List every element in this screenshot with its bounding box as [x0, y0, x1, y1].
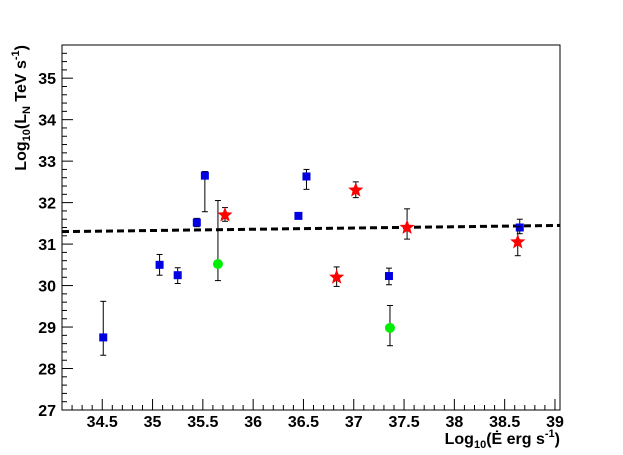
data-point-star [510, 234, 526, 249]
x-tick-label: 37 [345, 414, 363, 431]
x-tick-label: 35.5 [187, 414, 218, 431]
data-point-square [294, 211, 303, 220]
data-point-circle [384, 322, 395, 333]
data-point-square [302, 172, 311, 181]
data-point-square [515, 223, 524, 232]
y-tick-label: 27 [38, 403, 56, 420]
x-tick-label: 38.5 [489, 414, 520, 431]
data-point-square [384, 272, 393, 281]
x-tick-label: 36 [244, 414, 262, 431]
x-axis-title: Log10(Ė erg s-1) [445, 428, 560, 451]
x-tick-label: 38 [445, 414, 463, 431]
y-tick-label: 35 [38, 71, 56, 88]
x-tick-label: 39 [546, 414, 564, 431]
data-point-square [155, 260, 164, 269]
data-points [99, 168, 526, 356]
x-tick-label: 34.5 [87, 414, 118, 431]
data-point-square [200, 171, 209, 180]
fit-line-group [61, 223, 561, 234]
y-tick-label: 30 [38, 279, 56, 296]
x-tick-label: 35 [144, 414, 162, 431]
x-tick-label: 37.5 [388, 414, 419, 431]
data-point-circle [212, 259, 223, 269]
fit-line [61, 223, 561, 234]
data-point-star [217, 207, 233, 222]
data-point-square [192, 218, 201, 227]
y-tick-label: 28 [38, 362, 56, 379]
y-tick-label: 34 [38, 113, 56, 130]
x-tick-label: 36.5 [288, 414, 319, 431]
y-axis-title: Log10(LN TeV s-1) [10, 45, 33, 171]
y-tick-label: 33 [38, 154, 56, 171]
data-point-square [99, 333, 108, 342]
y-tick-label: 31 [38, 237, 56, 254]
data-point-star [399, 219, 415, 234]
y-tick-label: 29 [38, 320, 56, 337]
data-point-square [173, 271, 182, 280]
axes: 34.5 35 35.5 36 36.5 37 37.5 38 38.5 39 27 28 29 30 31… [38, 44, 564, 431]
data-point-star [329, 269, 345, 284]
y-tick-label: 32 [38, 196, 56, 213]
data-point-star [348, 182, 364, 197]
